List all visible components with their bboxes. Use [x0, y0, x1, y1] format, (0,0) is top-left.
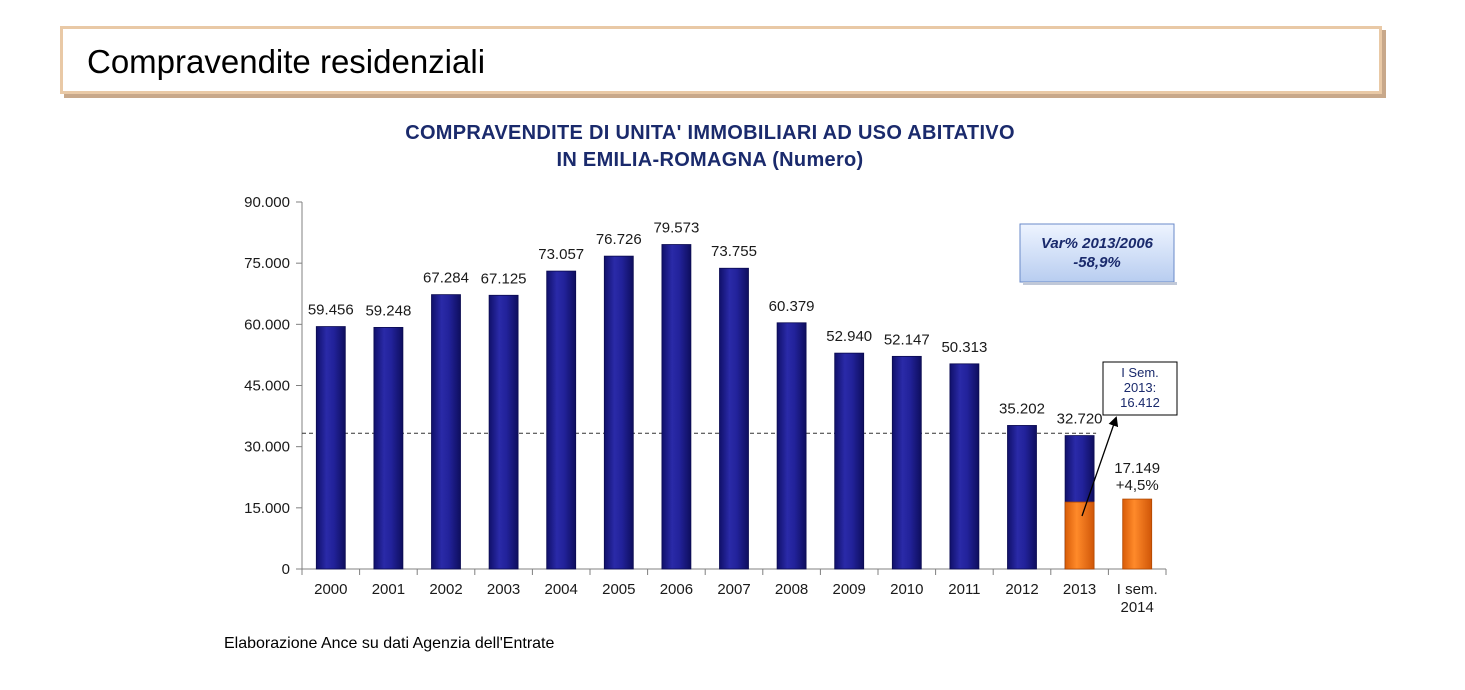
data-label: 32.720: [1057, 411, 1103, 428]
bar: [834, 352, 865, 570]
callout-text: I Sem. 2013: 16.412: [1120, 365, 1160, 410]
data-label: 59.456: [308, 302, 354, 319]
x-tick-label: 2003: [487, 581, 520, 598]
data-label: 17.149 +4,5%: [1114, 460, 1160, 494]
y-tick-label: 0: [282, 561, 290, 578]
bars: [315, 244, 1153, 570]
value-labels: 59.456 59.248 67.284 67.125 73.057 76.726 79.5…: [308, 220, 1160, 495]
bar-highlight-segment: [1064, 501, 1095, 570]
bar: [315, 326, 346, 570]
y-tick-label: 60.000: [244, 316, 290, 333]
chart-title-line-2: IN EMILIA-ROMAGNA (Numero): [556, 149, 864, 171]
x-tick-label: 2013: [1063, 581, 1096, 598]
bar-highlight-segment: [1122, 498, 1153, 570]
x-tick-label: 2012: [1005, 581, 1038, 598]
x-tick-label: 2005: [602, 581, 635, 598]
data-label: 59.248: [365, 302, 411, 319]
x-tick-label: 2006: [660, 581, 693, 598]
x-tick-label: 2002: [429, 581, 462, 598]
bar: [488, 294, 519, 570]
chart-title-line-1: COMPRAVENDITE DI UNITA' IMMOBILIARI AD U…: [405, 122, 1015, 144]
bar: [949, 363, 980, 570]
bar: [719, 267, 749, 570]
data-label: 79.573: [653, 220, 699, 237]
data-label: 50.313: [941, 339, 987, 356]
y-tick-label: 15.000: [244, 500, 290, 517]
bar: [776, 322, 807, 570]
y-tick-label: 75.000: [244, 255, 290, 272]
chart-title: COMPRAVENDITE DI UNITA' IMMOBILIARI AD U…: [300, 120, 1120, 174]
data-label: 73.057: [538, 246, 584, 263]
y-tick-label: 90.000: [244, 194, 290, 211]
data-label: 52.940: [826, 328, 872, 345]
bar: [661, 244, 692, 570]
data-label: 73.755: [711, 243, 757, 260]
bar: [603, 255, 634, 570]
page-heading: Compravendite residenziali: [87, 43, 486, 80]
y-tick-labels: 0 15.000 30.000 45.000 60.000 75.000 90.000: [244, 194, 290, 578]
y-tick-label: 30.000: [244, 439, 290, 456]
bar: [891, 355, 922, 570]
x-tick-label: 2007: [717, 581, 750, 598]
x-tick-label: 2004: [545, 581, 578, 598]
x-tick-label: 2001: [372, 581, 405, 598]
variation-box: [1019, 223, 1175, 283]
x-tick-label: 2008: [775, 581, 808, 598]
data-label: 67.125: [481, 270, 527, 287]
x-tick-label: 2000: [314, 581, 347, 598]
bar: [373, 326, 404, 570]
data-label: 52.147: [884, 331, 930, 348]
x-tick-label: 2009: [833, 581, 866, 598]
x-tick-label: 2011: [948, 581, 980, 598]
data-label: 60.379: [769, 298, 815, 315]
data-label: 67.284: [423, 270, 469, 287]
page-heading-box: Compravendite residenziali: [60, 26, 1382, 94]
annotations: Var% 2013/2006 -58,9% I Sem. 2013: 16.412: [1019, 223, 1178, 517]
variation-box-shadow: [1023, 282, 1177, 285]
y-tick-label: 45.000: [244, 378, 290, 395]
x-tick-label: I sem. 2014: [1117, 581, 1158, 616]
x-tick-labels: 2000 2001 2002 2003 2004 2005 2006 2007 2008 2009…: [314, 581, 1158, 616]
bar: [546, 270, 577, 570]
callout-box: [1102, 361, 1178, 416]
data-label: 76.726: [596, 231, 642, 248]
bar: [1007, 425, 1037, 570]
callout-arrow: [1081, 416, 1119, 517]
variation-box-text: Var% 2013/2006 -58,9%: [1041, 235, 1154, 271]
x-tick-label: 2010: [890, 581, 923, 598]
data-label: 35.202: [999, 400, 1045, 417]
bar: [431, 294, 461, 570]
source-footnote: Elaborazione Ance su dati Agenzia dell'E…: [224, 635, 555, 652]
